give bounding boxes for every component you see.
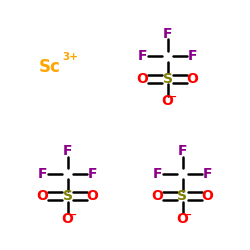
Text: −: − bbox=[169, 92, 177, 102]
Text: 3+: 3+ bbox=[62, 52, 78, 62]
Text: O: O bbox=[62, 212, 74, 226]
Text: F: F bbox=[178, 144, 187, 158]
Text: F: F bbox=[188, 49, 197, 63]
Text: −: − bbox=[184, 210, 192, 220]
Text: O: O bbox=[152, 189, 164, 203]
Text: S: S bbox=[162, 72, 172, 86]
Text: S: S bbox=[178, 189, 188, 203]
Text: −: − bbox=[69, 210, 77, 220]
Text: O: O bbox=[162, 94, 173, 108]
Text: O: O bbox=[86, 189, 99, 203]
Text: O: O bbox=[202, 189, 213, 203]
Text: F: F bbox=[163, 27, 172, 41]
Text: O: O bbox=[186, 72, 198, 86]
Text: S: S bbox=[62, 189, 72, 203]
Text: F: F bbox=[88, 167, 97, 181]
Text: F: F bbox=[203, 167, 212, 181]
Text: O: O bbox=[36, 189, 48, 203]
Text: Sc: Sc bbox=[39, 58, 61, 76]
Text: F: F bbox=[38, 167, 47, 181]
Text: F: F bbox=[153, 167, 162, 181]
Text: O: O bbox=[136, 72, 148, 86]
Text: F: F bbox=[138, 49, 147, 63]
Text: F: F bbox=[63, 144, 72, 158]
Text: O: O bbox=[176, 212, 188, 226]
